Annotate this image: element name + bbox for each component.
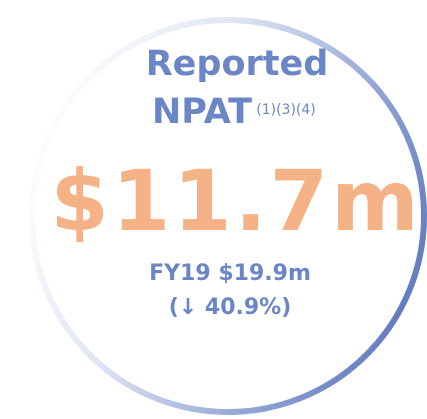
- circle-ring: [29, 17, 427, 415]
- superscript: (1)(3)(4): [256, 102, 316, 118]
- title-line2: NPAT: [152, 92, 252, 132]
- title-line1: Reported: [146, 44, 329, 84]
- change: (↓ 40.9%): [169, 295, 292, 320]
- comparison: FY19 $19.9m: [149, 261, 311, 286]
- value: $11.7m: [50, 152, 421, 250]
